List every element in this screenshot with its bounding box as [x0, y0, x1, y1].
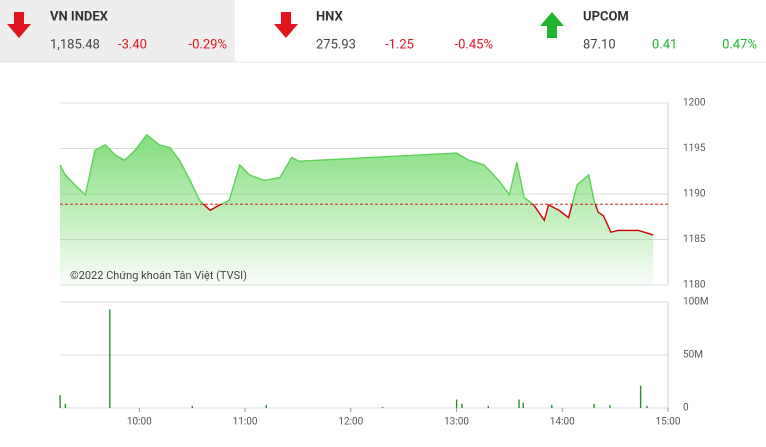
- x-tick-label: 15:00: [656, 417, 681, 428]
- volume-bar: [109, 309, 111, 408]
- y-tick-label: 100M: [683, 297, 709, 308]
- index-name: UPCOM: [583, 9, 629, 24]
- volume-bar: [522, 402, 524, 408]
- index-value: 87.10: [583, 37, 616, 52]
- volume-bar: [487, 405, 490, 408]
- volume-bar: [518, 399, 520, 408]
- volume-bar: [265, 404, 267, 408]
- arrow-up: [540, 12, 564, 38]
- y-tick-label: 1195: [683, 143, 706, 154]
- y-tick-label: 1200: [683, 98, 706, 109]
- index-name: VN INDEX: [50, 9, 109, 24]
- copyright: ©2022 Chứng khoán Tân Việt (TVSI): [70, 269, 247, 282]
- price-line: [59, 133, 654, 236]
- index-change: -3.40: [118, 37, 147, 52]
- x-tick-label: 14:00: [550, 417, 575, 428]
- volume-bar: [381, 406, 384, 408]
- index-change: 0.41: [652, 37, 677, 52]
- volume-bar: [59, 395, 61, 408]
- volume-bar: [646, 405, 648, 408]
- y-tick-label: 0: [683, 403, 689, 414]
- volume-bar: [639, 385, 642, 408]
- arrow-down: [7, 12, 31, 38]
- volume-bar: [609, 404, 611, 408]
- volume-bar: [455, 399, 458, 408]
- index-percent: 0.47%: [722, 37, 757, 52]
- y-tick-label: 50M: [683, 350, 703, 361]
- y-tick-label: 1190: [683, 189, 706, 200]
- volume-bar: [551, 404, 553, 408]
- volume-bar: [461, 403, 463, 408]
- index-percent: -0.29%: [189, 37, 227, 52]
- index-percent: -0.45%: [455, 37, 493, 52]
- x-tick-label: 12:00: [338, 417, 363, 428]
- y-tick-label: 1185: [683, 234, 706, 245]
- area-fill: [60, 134, 654, 285]
- selected-tab[interactable]: [0, 0, 235, 62]
- x-tick-label: 11:00: [233, 417, 258, 428]
- x-tick-label: 10:00: [127, 417, 152, 428]
- x-tick-label: 13:00: [444, 417, 469, 428]
- volume-bar: [593, 403, 595, 408]
- volume-bar: [191, 405, 193, 408]
- index-value: 275.93: [316, 37, 356, 52]
- volume-bar: [64, 403, 67, 408]
- y-tick-label: 1180: [683, 280, 706, 291]
- arrow-down: [274, 12, 298, 38]
- index-value: 1,185.48: [50, 37, 100, 52]
- index-change: -1.25: [385, 37, 414, 52]
- index-name: HNX: [316, 9, 343, 24]
